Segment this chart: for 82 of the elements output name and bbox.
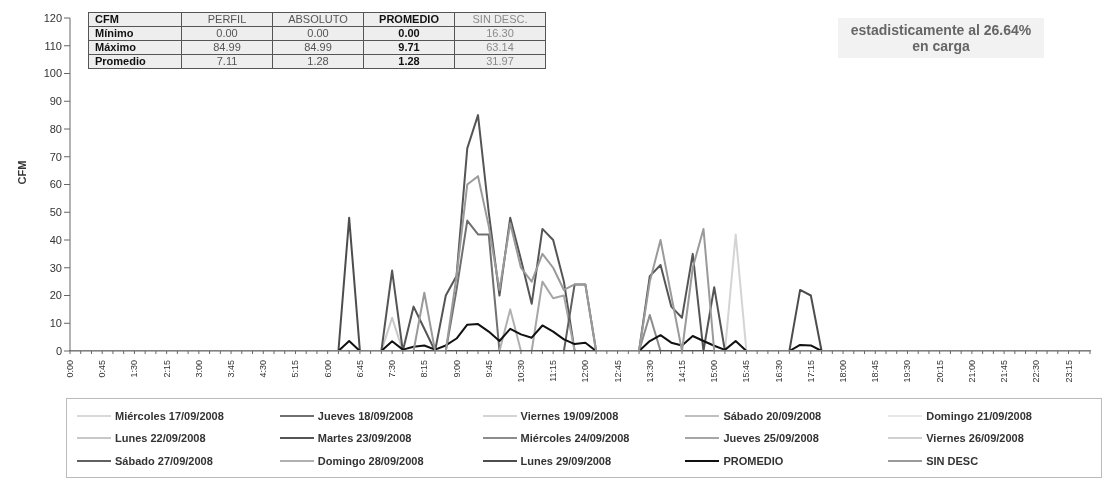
annotation: Mínimo [88, 26, 182, 41]
x-tick-label: 21:00 [966, 360, 977, 383]
annotation: PERFIL [181, 12, 273, 27]
x-tick-label: 21:45 [999, 360, 1010, 383]
x-tick-label: 15:00 [709, 360, 720, 383]
annotation: 9.71 [363, 40, 455, 55]
annotation: Promedio [88, 54, 182, 69]
legend-label: PROMEDIO [723, 454, 784, 467]
y-tick-label: 100 [43, 67, 62, 80]
y-tick-label: 90 [49, 95, 62, 108]
x-tick-label: 6:00 [322, 360, 333, 378]
x-tick-label: 9:00 [451, 360, 462, 378]
x-tick-label: 5:15 [290, 360, 301, 378]
x-tick-label: 22:30 [1031, 360, 1042, 383]
x-tick-label: 17:15 [805, 360, 816, 383]
annotation: 1.28 [363, 54, 455, 69]
legend-label: Jueves 25/09/2008 [723, 432, 819, 444]
legend-label: Domingo 28/09/2008 [317, 454, 424, 467]
legend-label: Jueves 18/09/2008 [317, 409, 414, 422]
x-tick-label: 9:45 [483, 360, 494, 378]
x-tick-label: 7:30 [387, 360, 398, 378]
x-tick-label: 11:15 [548, 360, 559, 382]
x-tick-label: 13:30 [644, 360, 655, 383]
annotation: 16.30 [454, 26, 546, 41]
x-tick-label: 19:30 [902, 360, 913, 383]
legend-label: Lunes 29/09/2008 [520, 454, 612, 467]
x-tick-label: 18:45 [870, 360, 881, 383]
x-tick-label: 10:30 [515, 360, 526, 383]
x-tick-label: 8:15 [419, 360, 430, 378]
x-tick-label: 2:15 [161, 360, 172, 378]
legend-label: Sábado 20/09/2008 [723, 409, 822, 422]
x-tick-label: 4:30 [258, 360, 269, 378]
y-tick-label: 60 [49, 178, 62, 191]
x-tick-label: 1:30 [129, 360, 140, 378]
legend-label: Miércoles 17/09/2008 [115, 409, 224, 422]
x-tick-label: 14:15 [677, 360, 687, 383]
legend-label: Lunes 22/09/2008 [115, 432, 206, 444]
annotation: ABSOLUTO [272, 12, 364, 27]
x-tick-label: 18:00 [838, 360, 849, 383]
x-tick-label: 12:45 [612, 360, 623, 383]
note-box: estadisticamente al 26.64% en carga [838, 18, 1044, 58]
annotation: 0.00 [181, 26, 273, 41]
x-tick-label: 15:45 [741, 360, 752, 383]
annotation: 84.99 [181, 40, 273, 55]
legend-label: Viernes 26/09/2008 [926, 432, 1024, 444]
legend-label: SIN DESC [926, 454, 979, 467]
y-tick-label: 30 [49, 261, 62, 274]
y-tick-label: 110 [44, 39, 62, 52]
annotation: 31.97 [454, 54, 546, 69]
y-tick-label: 80 [49, 122, 62, 135]
x-tick-label: 6:45 [354, 360, 365, 378]
legend-label: Sábado 27/09/2008 [115, 454, 213, 467]
annotation: PROMEDIO [363, 12, 455, 27]
annotation: 0.00 [272, 26, 364, 41]
x-tick-label: 20:15 [934, 360, 945, 383]
legend-label: Martes 23/09/2008 [317, 432, 412, 444]
x-tick-label: 12:00 [580, 360, 591, 383]
x-tick-label: 0:45 [97, 360, 108, 378]
y-tick-label: 120 [43, 11, 62, 24]
x-tick-label: 0:00 [65, 360, 75, 378]
x-tick-label: 3:45 [226, 360, 237, 378]
annotation: Máximo [88, 40, 182, 55]
y-tick-label: 0 [55, 344, 62, 357]
annotation: 7.11 [181, 54, 273, 69]
y-tick-label: 40 [49, 233, 62, 246]
y-tick-label: 50 [49, 206, 62, 219]
y-axis-title: CFM [15, 160, 28, 185]
y-tick-label: 10 [49, 317, 62, 330]
legend-label: Miércoles 24/09/2008 [520, 432, 630, 444]
annotation: 84.99 [272, 40, 364, 55]
annotation: 0.00 [363, 26, 455, 41]
legend-label: Domingo 21/09/2008 [926, 409, 1032, 422]
y-tick-label: 70 [49, 150, 62, 163]
x-tick-label: 23:15 [1063, 360, 1074, 383]
y-tick-label: 20 [49, 289, 62, 302]
annotation: CFM [88, 12, 182, 27]
x-tick-label: 16:30 [773, 360, 784, 383]
legend-label: Viernes 19/09/2008 [520, 409, 619, 422]
annotation: 63.14 [454, 40, 546, 55]
annotation: SIN DESC. [454, 12, 546, 27]
x-tick-label: 3:00 [193, 360, 204, 378]
annotation: 1.28 [272, 54, 364, 69]
